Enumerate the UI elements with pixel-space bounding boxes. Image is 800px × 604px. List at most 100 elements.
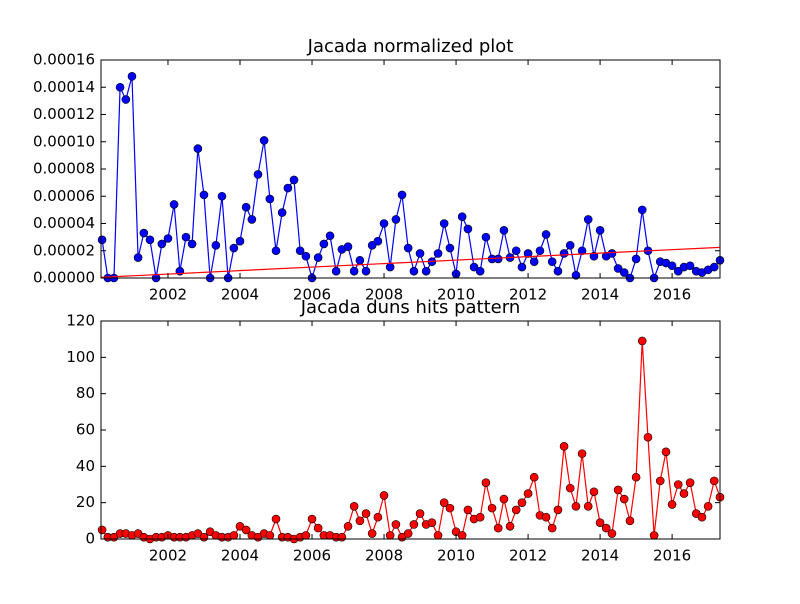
x-tick-label: 2014 <box>581 547 619 565</box>
data-point <box>385 262 395 272</box>
data-point <box>481 478 491 487</box>
data-point <box>601 523 611 533</box>
data-point <box>229 243 239 253</box>
data-point <box>637 205 647 215</box>
data-point <box>307 514 317 524</box>
y-tick-label: 0.00006 <box>33 187 95 205</box>
data-point <box>505 521 515 531</box>
data-point <box>499 226 509 235</box>
data-point <box>421 266 431 276</box>
data-point <box>403 529 413 538</box>
data-point <box>619 494 629 504</box>
y-tick-label: 0 <box>85 530 95 548</box>
data-point <box>121 95 131 104</box>
data-point <box>325 231 335 241</box>
data-point <box>355 255 365 265</box>
x-tick-label: 2006 <box>293 286 331 304</box>
y-tick-label: 0.00002 <box>33 241 95 259</box>
data-point <box>547 257 557 266</box>
data-point <box>439 498 449 507</box>
data-point <box>343 242 353 251</box>
data-point <box>199 190 209 200</box>
x-tick-label: 2004 <box>221 286 259 304</box>
y-tick-label: 100 <box>66 348 95 366</box>
data-point <box>427 518 437 527</box>
data-point <box>415 249 425 258</box>
data-point <box>295 246 305 256</box>
data-point <box>631 472 641 482</box>
data-point <box>571 270 581 280</box>
data-point <box>379 491 389 500</box>
data-point <box>517 262 527 272</box>
data-point <box>379 219 389 228</box>
x-tick-label: 2008 <box>365 286 403 304</box>
data-point <box>565 483 575 493</box>
x-tick-label: 2002 <box>149 286 187 304</box>
data-point <box>391 215 401 224</box>
data-point <box>361 509 371 518</box>
data-point <box>229 531 239 540</box>
data-point <box>541 512 551 522</box>
data-point <box>607 249 617 258</box>
data-point <box>391 520 401 529</box>
data-point <box>415 509 425 518</box>
data-point <box>583 501 593 511</box>
data-point <box>181 232 191 242</box>
data-point <box>631 254 641 264</box>
data-point <box>607 529 617 538</box>
data-point <box>403 243 413 253</box>
data-point <box>319 239 329 249</box>
data-point <box>97 235 107 245</box>
data-point <box>241 525 251 535</box>
data-point <box>397 190 407 200</box>
data-point <box>253 170 263 179</box>
data-point <box>433 531 443 540</box>
data-point <box>193 144 203 153</box>
data-point <box>511 505 521 515</box>
data-point <box>367 529 377 538</box>
x-tick-label: 2016 <box>653 286 691 304</box>
data-point <box>577 246 587 256</box>
x-tick-label: 2010 <box>437 286 475 304</box>
data-point <box>673 480 683 489</box>
data-point <box>367 241 377 250</box>
data-point <box>511 246 521 256</box>
data-point <box>625 516 635 526</box>
data-point <box>619 268 629 277</box>
data-point <box>265 531 275 540</box>
data-point <box>523 249 533 258</box>
y-tick-label: 40 <box>76 457 95 475</box>
data-point <box>301 251 311 261</box>
data-point <box>97 525 107 535</box>
data-point <box>349 501 359 511</box>
data-point <box>259 136 269 145</box>
chart-title: Jacada normalized plot <box>307 36 514 57</box>
data-point <box>433 249 443 258</box>
data-point <box>517 498 527 507</box>
data-point <box>547 523 557 533</box>
trend-line <box>100 246 721 278</box>
data-point <box>709 262 719 272</box>
data-point <box>445 243 455 253</box>
x-tick-label: 2014 <box>581 286 619 304</box>
data-point <box>487 503 497 513</box>
data-point <box>439 219 449 228</box>
x-tick-label: 2012 <box>509 547 547 565</box>
y-tick-label: 0.00012 <box>33 105 95 123</box>
data-point <box>331 266 341 276</box>
data-point <box>637 336 647 346</box>
data-point <box>133 253 143 262</box>
data-point <box>289 175 299 185</box>
data-point <box>673 266 683 276</box>
data-point <box>493 523 503 533</box>
x-tick-label: 2006 <box>293 547 331 565</box>
data-point <box>409 266 419 276</box>
data-point <box>457 212 467 221</box>
x-tick-label: 2012 <box>509 286 547 304</box>
data-point <box>703 501 713 511</box>
data-point <box>463 224 473 234</box>
data-point <box>349 266 359 276</box>
data-point <box>115 82 125 92</box>
data-point <box>457 531 467 540</box>
data-point <box>283 183 293 193</box>
